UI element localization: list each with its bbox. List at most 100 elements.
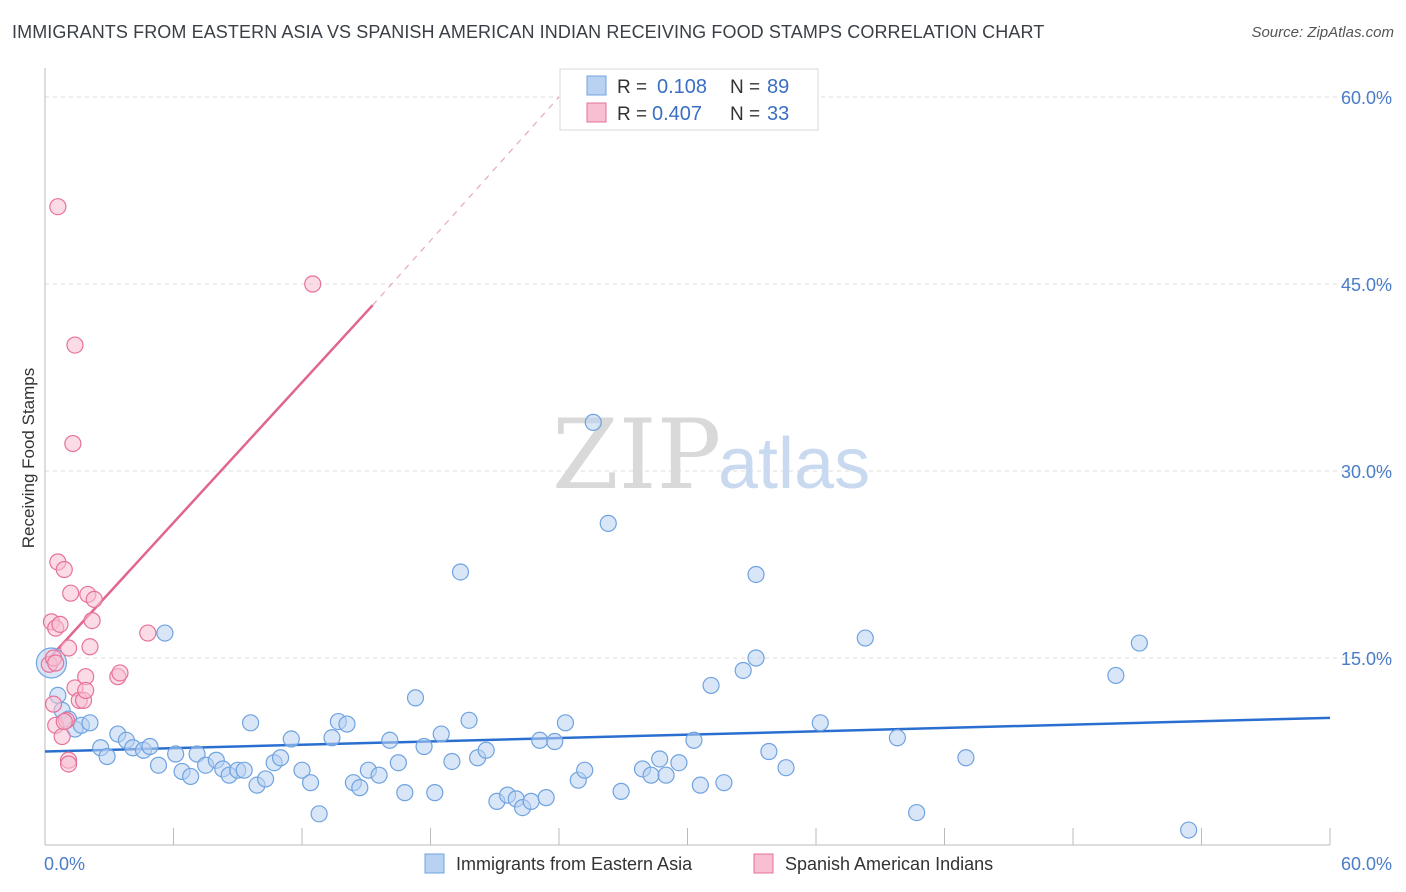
point-pink-18 xyxy=(66,336,84,354)
correlation-legend: R = 0.108 N = 89 R = 0.407 N = 33 xyxy=(559,68,819,131)
point-pink-30 xyxy=(139,624,157,642)
x-tick-label-max: 60.0% xyxy=(1341,854,1392,874)
axes xyxy=(44,68,1331,846)
point-blue-54 xyxy=(477,741,495,759)
point-blue-78 xyxy=(734,661,752,680)
point-blue-61 xyxy=(537,789,555,807)
point-blue-85 xyxy=(888,729,906,747)
point-blue-29 xyxy=(256,770,275,788)
point-blue-33 xyxy=(293,761,311,779)
point-pink-10 xyxy=(53,727,71,746)
point-blue-17 xyxy=(167,745,185,763)
point-blue-43 xyxy=(381,731,399,749)
legend-r-label-2: R = xyxy=(617,104,647,125)
point-blue-46 xyxy=(406,689,425,707)
point-pink-13 xyxy=(59,639,78,657)
series-pink-points xyxy=(40,198,322,773)
point-blue-90 xyxy=(1180,821,1198,839)
point-blue-44 xyxy=(389,754,407,772)
point-blue-81 xyxy=(760,742,778,761)
point-blue-82 xyxy=(777,759,795,777)
legend-n-value-2: 33 xyxy=(767,103,789,125)
point-pink-33 xyxy=(47,654,65,672)
point-blue-14 xyxy=(141,737,159,756)
point-pink-11 xyxy=(55,560,73,579)
point-blue-38 xyxy=(338,715,356,733)
point-blue-80 xyxy=(747,565,765,584)
point-blue-47 xyxy=(415,737,433,756)
point-pink-27 xyxy=(85,590,103,609)
y-axis-label: Receiving Food Stamps xyxy=(19,368,38,548)
point-blue-31 xyxy=(271,749,290,767)
point-blue-52 xyxy=(460,711,478,729)
point-blue-49 xyxy=(432,725,450,743)
point-blue-89 xyxy=(1130,634,1148,652)
point-blue-72 xyxy=(657,766,675,784)
legend-swatch-pink xyxy=(586,102,607,123)
point-blue-26 xyxy=(235,761,253,779)
point-blue-34 xyxy=(301,774,320,792)
legend-r-label-1: R = xyxy=(617,77,647,98)
point-blue-83 xyxy=(811,714,829,732)
point-blue-74 xyxy=(685,731,703,749)
grid-lines xyxy=(45,96,1392,659)
point-blue-32 xyxy=(282,730,300,748)
y-tick-label-1: 15.0% xyxy=(1341,649,1392,669)
y-tick-label-3: 45.0% xyxy=(1341,275,1392,295)
watermark-zip: ZIP xyxy=(552,399,721,511)
point-blue-73 xyxy=(670,754,688,772)
point-blue-40 xyxy=(351,779,369,797)
point-blue-42 xyxy=(370,766,388,784)
bottom-legend-label-blue: Immigrants from Eastern Asia xyxy=(456,854,693,874)
series-legend: Immigrants from Eastern Asia Spanish Ame… xyxy=(424,853,993,874)
point-blue-45 xyxy=(396,784,414,802)
point-blue-87 xyxy=(957,749,975,767)
point-blue-84 xyxy=(856,629,874,647)
point-blue-50 xyxy=(443,752,461,771)
point-pink-23 xyxy=(77,681,95,700)
y-tick-labels: 15.0% 30.0% 45.0% 60.0% xyxy=(1341,88,1392,669)
point-blue-60 xyxy=(531,731,549,749)
legend-n-label-2: N = xyxy=(730,104,760,125)
watermark-atlas: atlas xyxy=(718,424,870,504)
y-tick-label-2: 30.0% xyxy=(1341,462,1392,482)
point-blue-16 xyxy=(156,624,174,642)
trend-line-pink-extension xyxy=(372,96,560,306)
point-blue-27 xyxy=(242,714,260,732)
point-blue-68 xyxy=(612,782,630,800)
chart-title: IMMIGRANTS FROM EASTERN ASIA VS SPANISH … xyxy=(12,22,1045,42)
legend-r-value-1: 0.108 xyxy=(657,76,707,98)
point-blue-65 xyxy=(576,761,594,779)
point-blue-48 xyxy=(426,784,444,802)
point-pink-26 xyxy=(83,611,101,630)
point-blue-75 xyxy=(691,776,709,794)
point-blue-63 xyxy=(556,714,575,732)
legend-swatch-blue xyxy=(586,75,607,96)
point-pink-17 xyxy=(64,434,82,453)
point-pink-32 xyxy=(55,712,73,731)
point-pink-9 xyxy=(51,615,69,633)
point-pink-25 xyxy=(81,638,99,656)
legend-r-value-2: 0.407 xyxy=(652,103,702,125)
point-blue-76 xyxy=(702,676,720,695)
point-blue-7 xyxy=(81,714,99,732)
x-tick-labels: 0.0% 60.0% xyxy=(44,854,1392,874)
point-blue-79 xyxy=(747,649,765,667)
trend-line-pink xyxy=(44,304,374,664)
point-blue-71 xyxy=(651,750,669,768)
point-blue-70 xyxy=(642,766,660,784)
point-blue-59 xyxy=(522,792,540,810)
point-blue-77 xyxy=(715,774,733,792)
legend-n-label-1: N = xyxy=(730,77,760,98)
point-pink-31 xyxy=(304,275,322,293)
legend-n-value-1: 89 xyxy=(767,76,789,98)
point-pink-29 xyxy=(111,664,129,682)
point-blue-66 xyxy=(584,413,602,431)
point-pink-15 xyxy=(59,755,78,773)
point-blue-9 xyxy=(98,747,116,766)
point-blue-62 xyxy=(546,732,564,751)
bottom-legend-swatch-pink xyxy=(753,853,774,874)
point-blue-51 xyxy=(451,563,470,581)
source-label: Source: ZipAtlas.com xyxy=(1251,24,1394,41)
